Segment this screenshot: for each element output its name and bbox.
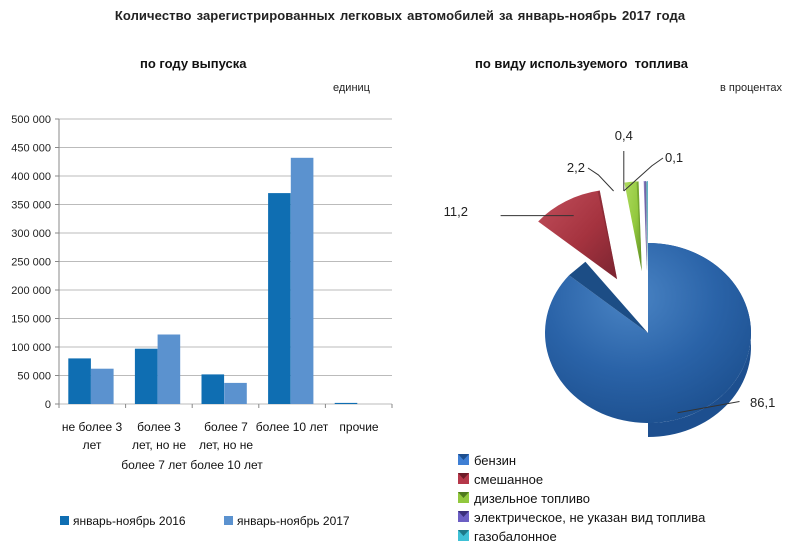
svg-text:200 000: 200 000 [11, 285, 51, 297]
svg-text:0: 0 [45, 399, 51, 411]
svg-text:2,2: 2,2 [567, 160, 585, 175]
svg-text:0,1: 0,1 [665, 150, 683, 165]
svg-text:86,1: 86,1 [750, 395, 775, 410]
svg-text:350 000: 350 000 [11, 200, 51, 212]
svg-text:300 000: 300 000 [11, 228, 51, 240]
svg-text:150 000: 150 000 [11, 314, 51, 326]
svg-text:0,4: 0,4 [615, 128, 633, 143]
svg-text:11,2: 11,2 [444, 204, 468, 219]
svg-text:400 000: 400 000 [11, 171, 51, 183]
svg-text:100 000: 100 000 [11, 342, 51, 354]
svg-text:50 000: 50 000 [17, 371, 51, 383]
svg-text:450 000: 450 000 [11, 143, 51, 155]
svg-text:500 000: 500 000 [11, 114, 51, 126]
svg-text:250 000: 250 000 [11, 257, 51, 269]
